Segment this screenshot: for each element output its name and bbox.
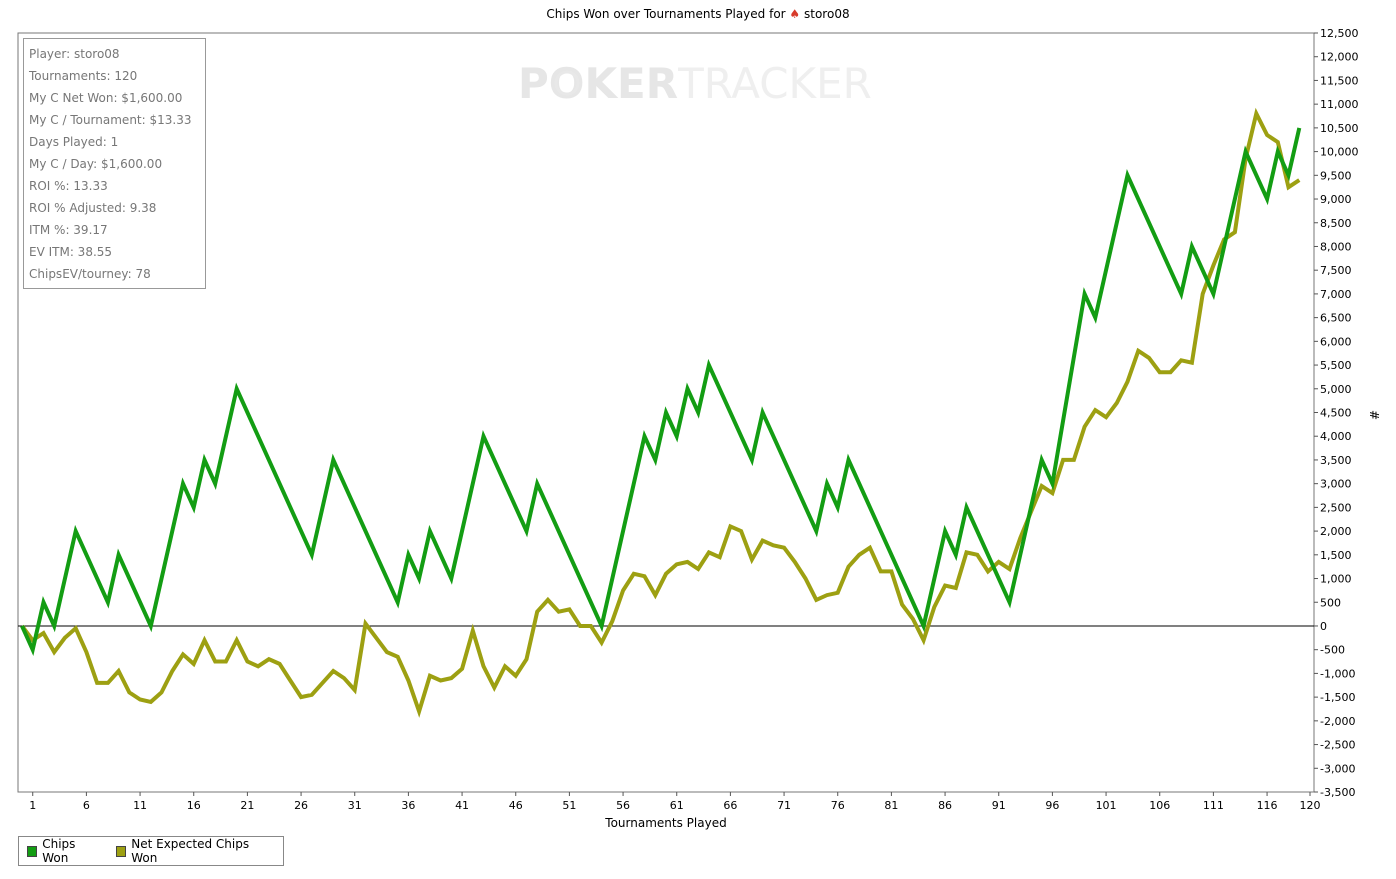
stats-line: ChipsEV/tourney: 78 xyxy=(29,267,151,281)
y-tick-label: 11,500 xyxy=(1320,74,1359,87)
y-tick-label: 8,000 xyxy=(1320,240,1352,253)
x-tick-label: 46 xyxy=(509,799,523,812)
stats-line: ITM %: 39.17 xyxy=(29,223,108,237)
x-axis-label: Tournaments Played xyxy=(604,816,726,830)
stats-line: Days Played: 1 xyxy=(29,135,119,149)
x-tick-label: 101 xyxy=(1096,799,1117,812)
x-tick-label: 31 xyxy=(348,799,362,812)
x-tick-label: 61 xyxy=(670,799,684,812)
x-tick-label: 116 xyxy=(1257,799,1278,812)
y-tick-label: 2,500 xyxy=(1320,501,1352,514)
svg-text:POKERTRACKER: POKERTRACKER xyxy=(518,59,872,108)
y-tick-label: 5,500 xyxy=(1320,359,1352,372)
x-tick-label: 16 xyxy=(187,799,201,812)
watermark-word-tracker: TRACKER xyxy=(677,59,872,108)
y-tick-label: 6,500 xyxy=(1320,312,1352,325)
stats-line: ROI %: 13.33 xyxy=(29,179,108,193)
y-tick-label: 10,500 xyxy=(1320,122,1359,135)
y-tick-label: 7,500 xyxy=(1320,264,1352,277)
x-tick-label: 106 xyxy=(1149,799,1170,812)
stats-line: My C Net Won: $1,600.00 xyxy=(29,91,183,105)
x-tick-label: 41 xyxy=(455,799,469,812)
legend-label: Chips Won xyxy=(42,837,76,865)
watermark-word-poker: POKER xyxy=(518,59,678,108)
y-tick-label: 8,500 xyxy=(1320,217,1352,230)
chart-title: Chips Won over Tournaments Played for ♠ … xyxy=(546,7,849,21)
spade-suit-icon: ♠ xyxy=(789,7,800,21)
y-tick-label: -3,500 xyxy=(1320,786,1355,799)
stats-line: Player: storo08 xyxy=(29,47,120,61)
y-tick-label: -3,000 xyxy=(1320,762,1355,775)
x-tick-label: 51 xyxy=(562,799,576,812)
y-tick-label: 4,500 xyxy=(1320,407,1352,420)
y-tick-label: 9,000 xyxy=(1320,193,1352,206)
legend-swatch xyxy=(115,845,127,857)
y-tick-label: 6,000 xyxy=(1320,335,1352,348)
y-tick-label: 1,500 xyxy=(1320,549,1352,562)
y-tick-label: 4,000 xyxy=(1320,430,1352,443)
y-tick-label: 5,000 xyxy=(1320,383,1352,396)
y-tick-label: 3,500 xyxy=(1320,454,1352,467)
x-tick-label: 86 xyxy=(938,799,952,812)
x-tick-label: 66 xyxy=(723,799,737,812)
stats-line: My C / Tournament: $13.33 xyxy=(29,113,192,127)
series-line-chips-won xyxy=(20,127,1302,656)
legend-item-net-expected[interactable]: Net Expected Chips Won xyxy=(115,837,267,865)
x-tick-label: 76 xyxy=(831,799,845,812)
x-tick-label: 11 xyxy=(133,799,147,812)
x-tick-label: 6 xyxy=(83,799,90,812)
y-tick-label: -1,500 xyxy=(1320,691,1355,704)
stats-line: My C / Day: $1,600.00 xyxy=(29,157,163,171)
y-tick-label: 7,000 xyxy=(1320,288,1352,301)
x-tick-label: 96 xyxy=(1045,799,1059,812)
legend-swatch xyxy=(27,845,38,857)
x-tick-label: 120 xyxy=(1300,799,1321,812)
x-tick-label: 1 xyxy=(29,799,36,812)
y-tick-label: 9,500 xyxy=(1320,169,1352,182)
y-tick-label: 0 xyxy=(1320,620,1327,633)
stats-box: Player: storo08 Tournaments: 120 My C Ne… xyxy=(23,38,206,289)
player-name: storo08 xyxy=(800,7,849,21)
stats-line: Tournaments: 120 xyxy=(29,69,138,83)
y-tick-label: -2,000 xyxy=(1320,715,1355,728)
poker-chip-icon xyxy=(554,70,580,96)
y-tick-label: 1,000 xyxy=(1320,573,1352,586)
stats-line: ROI % Adjusted: 9.38 xyxy=(29,201,157,215)
y-tick-label: 2,000 xyxy=(1320,525,1352,538)
watermark: POKERTRACKER xyxy=(518,59,872,108)
y-tick-label: 10,000 xyxy=(1320,146,1359,159)
x-tick-label: 36 xyxy=(401,799,415,812)
y-tick-label: -2,500 xyxy=(1320,739,1355,752)
stats-line: EV ITM: 38.55 xyxy=(29,245,113,259)
y-tick-label: -500 xyxy=(1320,644,1345,657)
y-tick-label: 500 xyxy=(1320,596,1341,609)
y-tick-label: -1,000 xyxy=(1320,667,1355,680)
y-tick-label: 3,000 xyxy=(1320,478,1352,491)
x-tick-label: 21 xyxy=(240,799,254,812)
x-tick-label: 111 xyxy=(1203,799,1224,812)
y-tick-label: 12,000 xyxy=(1320,51,1359,64)
legend-label: Net Expected Chips Won xyxy=(131,837,250,865)
x-tick-label: 71 xyxy=(777,799,791,812)
x-tick-label: 91 xyxy=(992,799,1006,812)
y-axis-label: # xyxy=(1367,410,1381,420)
x-tick-label: 81 xyxy=(884,799,898,812)
y-tick-label: 12,500 xyxy=(1320,27,1359,40)
y-tick-label: 11,000 xyxy=(1320,98,1359,111)
x-tick-label: 56 xyxy=(616,799,630,812)
legend: Chips Won Net Expected Chips Won xyxy=(18,836,284,866)
series-line-net-expected-chips-won xyxy=(20,107,1301,718)
legend-item-chips-won[interactable]: Chips Won xyxy=(27,837,100,865)
x-tick-label: 26 xyxy=(294,799,308,812)
